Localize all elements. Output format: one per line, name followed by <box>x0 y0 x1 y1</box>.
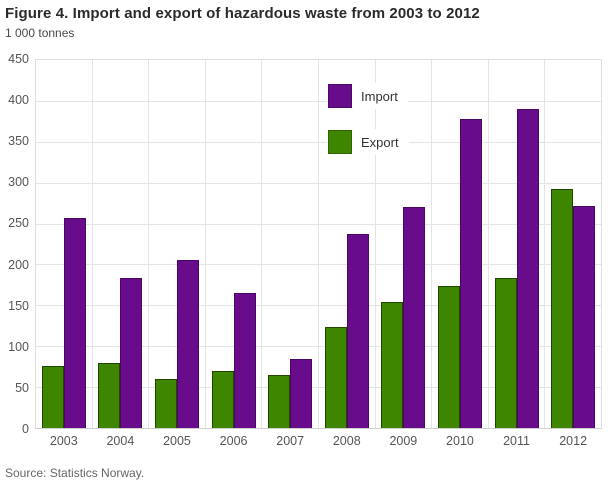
y-tick-label: 450 <box>8 52 29 66</box>
y-axis: 0 50 100 150 200 250 300 350 400 450 <box>0 52 29 436</box>
x-tick-label: 2008 <box>332 434 361 448</box>
figure-title: Figure 4. Import and export of hazardous… <box>5 5 480 22</box>
bar-import-2007 <box>290 359 313 428</box>
x-tick-label: 2011 <box>503 434 530 448</box>
bar-export-2009 <box>381 302 404 428</box>
bar-group-2012: 2012 <box>545 60 601 448</box>
x-tick-label: 2010 <box>446 434 474 448</box>
bar-import-2012 <box>573 206 596 428</box>
bar-export-2003 <box>41 365 64 428</box>
x-tick-label: 2009 <box>389 434 418 448</box>
legend-label: Export <box>361 134 399 150</box>
x-tick-label: 2003 <box>49 434 78 448</box>
x-tick-label: 2004 <box>106 434 135 448</box>
bar-group-2003: 2003 <box>36 60 93 448</box>
bar-export-2006 <box>211 370 234 428</box>
bar-import-2003 <box>63 217 86 428</box>
x-tick-label: 2005 <box>163 434 191 448</box>
bar-export-2008 <box>324 326 347 428</box>
bar-group-2004: 2004 <box>93 60 150 448</box>
bar-export-2012 <box>551 189 574 428</box>
y-tick-label: 150 <box>8 298 29 313</box>
y-tick-label: 0 <box>22 422 29 436</box>
legend-swatch-import <box>328 84 352 108</box>
bar-export-2010 <box>437 285 460 428</box>
bar-import-2006 <box>233 293 256 428</box>
y-tick-label: 250 <box>8 216 29 231</box>
bar-groups: 2003 2004 2005 2006 2007 2008 2009 2010 2011 2012 <box>36 60 601 448</box>
bar-import-2005 <box>176 259 199 428</box>
x-tick-label: 2012 <box>559 434 588 448</box>
bar-group-2006: 2006 <box>206 60 263 448</box>
bar-import-2010 <box>459 118 482 428</box>
bar-group-2007: 2007 <box>262 60 319 448</box>
source-note: Source: Statistics Norway. <box>5 466 145 480</box>
legend-label: Import <box>361 88 398 104</box>
bar-import-2009 <box>403 207 426 428</box>
bar-group-2011: 2011 <box>489 60 546 448</box>
bar-import-2011 <box>516 109 539 428</box>
x-tick-label: 2007 <box>276 434 305 448</box>
bar-export-2007 <box>268 374 291 428</box>
y-tick-label: 100 <box>8 339 29 354</box>
bar-group-2009: 2009 <box>376 60 433 448</box>
bar-export-2011 <box>494 278 517 428</box>
bar-group-2010: 2010 <box>432 60 489 448</box>
legend-swatch-export <box>328 130 352 154</box>
bar-export-2004 <box>98 362 121 428</box>
y-tick-label: 350 <box>8 134 29 149</box>
bar-export-2005 <box>154 378 177 428</box>
y-tick-label: 200 <box>8 257 29 272</box>
figure-subtitle: 1 000 tonnes <box>5 26 75 40</box>
legend-item-import: Import <box>327 83 408 109</box>
bar-group-2008: 2008 <box>319 60 376 448</box>
bar-import-2004 <box>120 278 143 428</box>
legend: Import Export <box>327 83 409 175</box>
y-tick-label: 50 <box>15 380 29 395</box>
y-tick-label: 300 <box>8 175 29 190</box>
y-tick-label: 400 <box>8 93 29 108</box>
legend-item-export: Export <box>327 129 409 155</box>
plot-area: 2003 2004 2005 2006 2007 2008 2009 2010 2011 2012… <box>35 59 602 448</box>
bar-import-2008 <box>346 234 369 428</box>
x-tick-label: 2006 <box>219 434 248 448</box>
bar-group-2005: 2005 <box>149 60 206 448</box>
